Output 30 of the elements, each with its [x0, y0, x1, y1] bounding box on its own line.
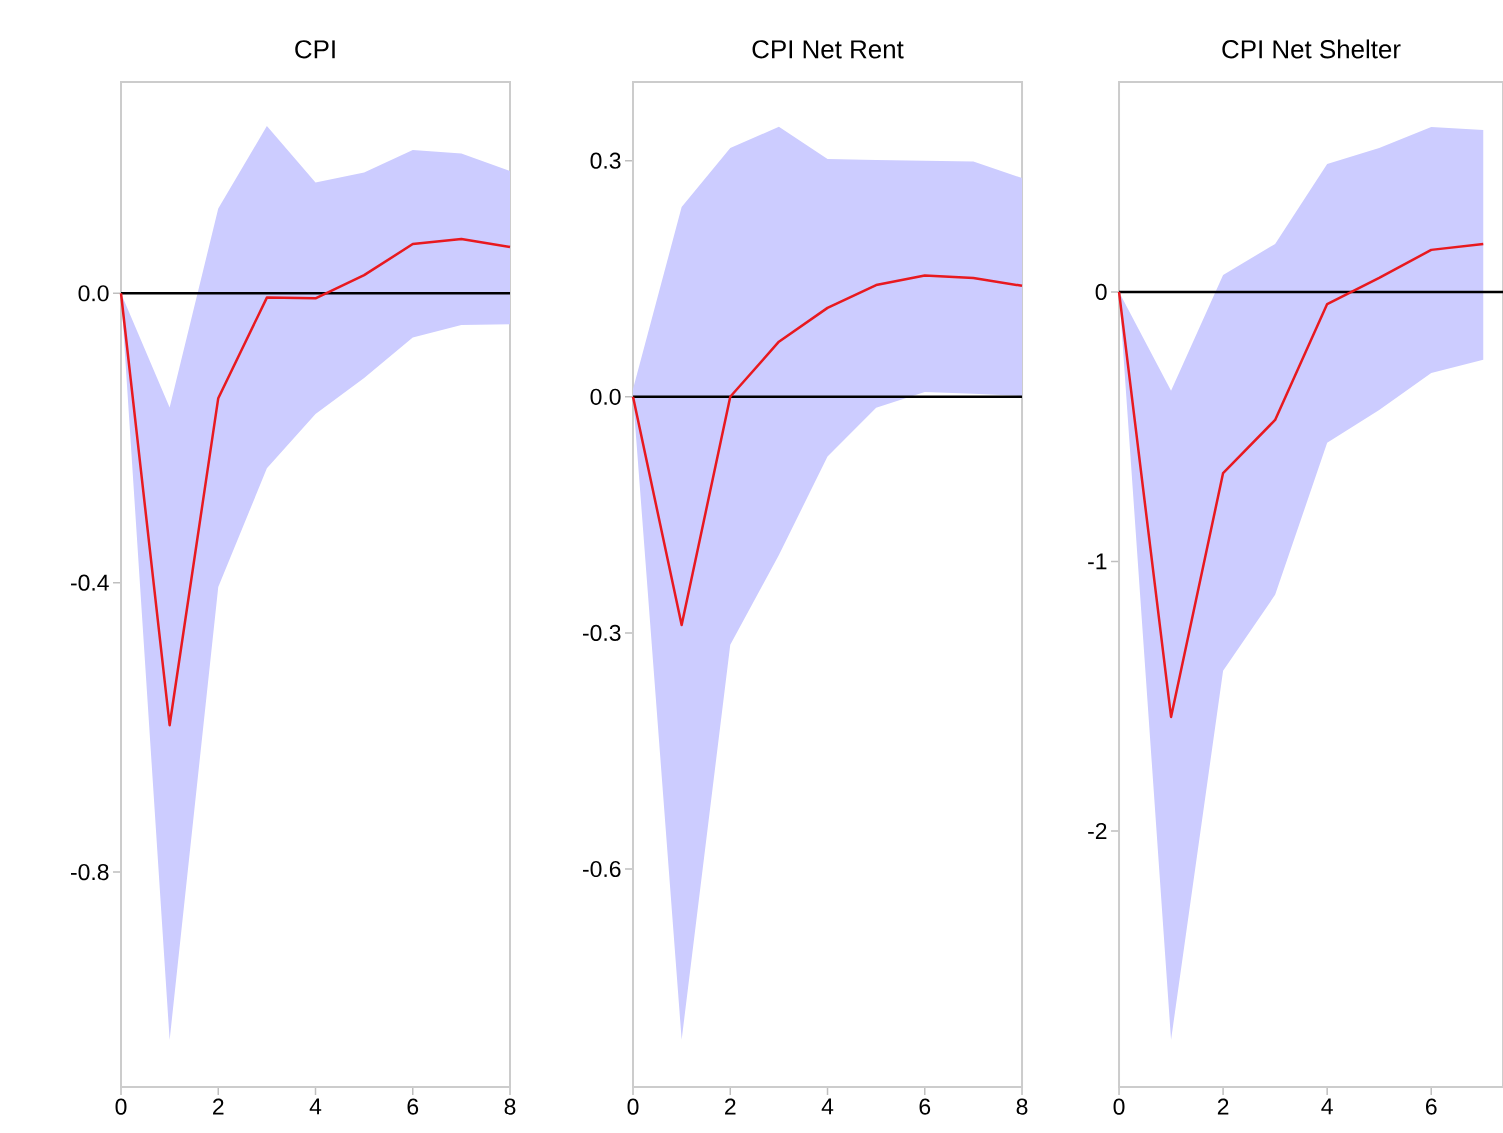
x-tick-label: 2	[725, 1098, 736, 1115]
x-tick-label: 4	[821, 1098, 834, 1115]
x-tick-label: 0	[115, 1098, 127, 1115]
y-tick-label: -0.4	[71, 574, 109, 591]
y-tick-label: -0.6	[583, 860, 621, 878]
chart-title: CPI Net Rent	[752, 40, 904, 59]
y-tick-label: -0.3	[583, 624, 621, 641]
y-tick-label: 0.0	[590, 388, 621, 405]
x-tick-label: 0	[627, 1098, 639, 1115]
x-tick-label: 6	[407, 1098, 419, 1115]
x-tick-label: 2	[1217, 1098, 1229, 1115]
x-tick-label: 8	[504, 1098, 516, 1115]
y-tick-label: 0	[1095, 283, 1107, 301]
line-series	[631, 274, 1024, 627]
chart-title: CPI	[295, 40, 335, 59]
y-tick-label: 0.3	[590, 152, 621, 169]
x-tick-label: 8	[1016, 1098, 1028, 1115]
x-tick-label: 4	[309, 1098, 322, 1115]
line-series	[119, 237, 512, 727]
x-tick-label: 6	[1426, 1098, 1437, 1115]
y-tick-label: -1	[1088, 553, 1107, 570]
chart-title: CPI Net Shelter	[1222, 39, 1401, 59]
x-tick-label: 4	[1321, 1098, 1333, 1115]
y-tick-label: -2	[1088, 822, 1107, 839]
x-tick-label: 2	[213, 1098, 224, 1115]
x-tick-label: 0	[1113, 1098, 1125, 1115]
line-series	[1117, 242, 1485, 719]
y-tick-label: 0.0	[78, 285, 109, 302]
y-tick-label: -0.8	[71, 863, 109, 881]
x-tick-label: 6	[919, 1098, 931, 1115]
